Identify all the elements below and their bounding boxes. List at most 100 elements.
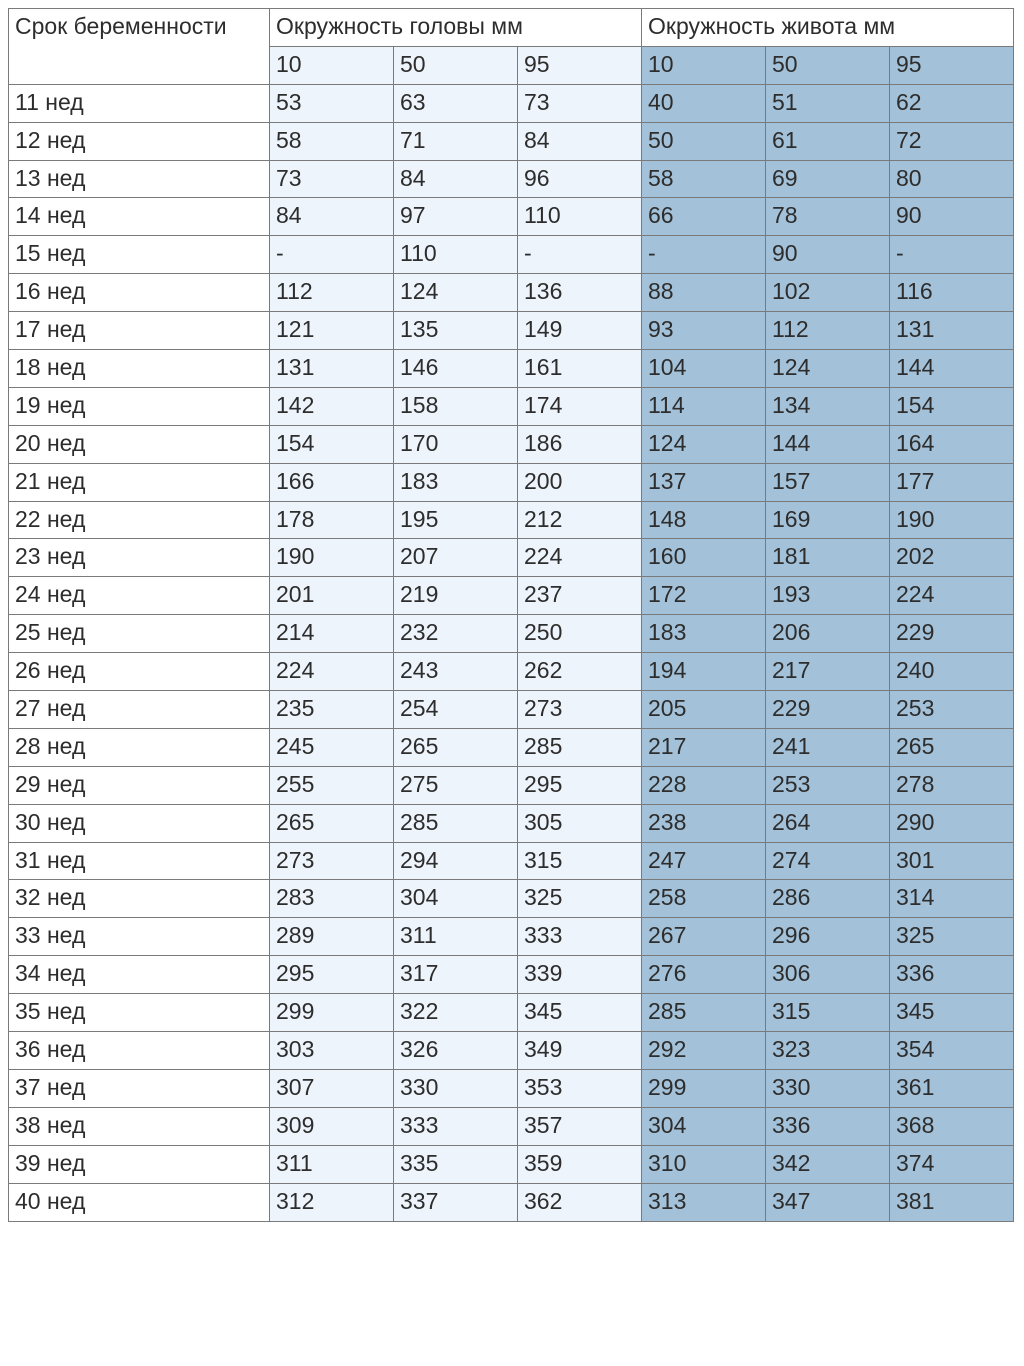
cell-head-p50: 330 (394, 1069, 518, 1107)
cell-head-p95: 339 (518, 956, 642, 994)
cell-abd-p50: 144 (766, 425, 890, 463)
cell-head-p95: 200 (518, 463, 642, 501)
cell-abd-p50: 274 (766, 842, 890, 880)
cell-abd-p50: 229 (766, 691, 890, 729)
cell-abd-p10: 40 (642, 84, 766, 122)
header-head-p10: 10 (270, 46, 394, 84)
table-row: 31 нед273294315247274301 (9, 842, 1014, 880)
cell-abd-p10: 124 (642, 425, 766, 463)
cell-abd-p95: 90 (890, 198, 1014, 236)
cell-head-p50: 326 (394, 1032, 518, 1070)
cell-head-p10: 289 (270, 918, 394, 956)
header-term: Срок беременности (9, 9, 270, 85)
cell-head-p50: 275 (394, 766, 518, 804)
cell-abd-p95: 325 (890, 918, 1014, 956)
cell-abd-p10: 285 (642, 994, 766, 1032)
cell-head-p50: 135 (394, 312, 518, 350)
table-row: 11 нед536373405162 (9, 84, 1014, 122)
cell-abd-p50: 157 (766, 463, 890, 501)
cell-head-p50: 63 (394, 84, 518, 122)
cell-term: 18 нед (9, 350, 270, 388)
cell-head-p95: 333 (518, 918, 642, 956)
cell-head-p50: 219 (394, 577, 518, 615)
cell-abd-p95: 240 (890, 653, 1014, 691)
cell-abd-p95: 80 (890, 160, 1014, 198)
cell-term: 36 нед (9, 1032, 270, 1070)
table-row: 39 нед311335359310342374 (9, 1145, 1014, 1183)
cell-term: 17 нед (9, 312, 270, 350)
cell-head-p10: - (270, 236, 394, 274)
cell-head-p50: 183 (394, 463, 518, 501)
cell-abd-p10: 66 (642, 198, 766, 236)
cell-head-p50: 285 (394, 804, 518, 842)
cell-abd-p10: 114 (642, 387, 766, 425)
cell-abd-p50: 241 (766, 728, 890, 766)
table-row: 12 нед587184506172 (9, 122, 1014, 160)
cell-abd-p50: 253 (766, 766, 890, 804)
cell-term: 23 нед (9, 539, 270, 577)
cell-head-p95: 353 (518, 1069, 642, 1107)
table-row: 37 нед307330353299330361 (9, 1069, 1014, 1107)
cell-head-p95: 136 (518, 274, 642, 312)
cell-abd-p95: 253 (890, 691, 1014, 729)
cell-head-p95: 362 (518, 1183, 642, 1221)
cell-term: 30 нед (9, 804, 270, 842)
cell-abd-p10: 58 (642, 160, 766, 198)
cell-abd-p10: 238 (642, 804, 766, 842)
cell-abd-p95: 131 (890, 312, 1014, 350)
table-row: 27 нед235254273205229253 (9, 691, 1014, 729)
cell-abd-p10: 258 (642, 880, 766, 918)
cell-head-p50: 311 (394, 918, 518, 956)
cell-abd-p50: 61 (766, 122, 890, 160)
cell-head-p95: 349 (518, 1032, 642, 1070)
cell-abd-p95: 290 (890, 804, 1014, 842)
cell-abd-p10: 104 (642, 350, 766, 388)
cell-head-p95: 96 (518, 160, 642, 198)
header-abd-p95: 95 (890, 46, 1014, 84)
cell-abd-p95: 374 (890, 1145, 1014, 1183)
cell-abd-p50: 323 (766, 1032, 890, 1070)
table-row: 13 нед738496586980 (9, 160, 1014, 198)
cell-head-p50: 337 (394, 1183, 518, 1221)
table-row: 33 нед289311333267296325 (9, 918, 1014, 956)
cell-abd-p10: 183 (642, 615, 766, 653)
table-row: 25 нед214232250183206229 (9, 615, 1014, 653)
cell-head-p10: 131 (270, 350, 394, 388)
cell-head-p95: 186 (518, 425, 642, 463)
cell-abd-p10: 88 (642, 274, 766, 312)
cell-head-p10: 265 (270, 804, 394, 842)
cell-head-p50: 335 (394, 1145, 518, 1183)
cell-head-p95: 174 (518, 387, 642, 425)
cell-abd-p50: 124 (766, 350, 890, 388)
cell-head-p50: 207 (394, 539, 518, 577)
cell-head-p10: 73 (270, 160, 394, 198)
header-head-circumference: Окружность головы мм (270, 9, 642, 47)
cell-head-p95: 305 (518, 804, 642, 842)
cell-head-p10: 142 (270, 387, 394, 425)
header-head-p50: 50 (394, 46, 518, 84)
cell-abd-p10: 292 (642, 1032, 766, 1070)
cell-abd-p95: 164 (890, 425, 1014, 463)
cell-head-p10: 121 (270, 312, 394, 350)
cell-head-p50: 333 (394, 1107, 518, 1145)
cell-abd-p50: 193 (766, 577, 890, 615)
cell-head-p50: 243 (394, 653, 518, 691)
table-row: 19 нед142158174114134154 (9, 387, 1014, 425)
cell-abd-p95: 202 (890, 539, 1014, 577)
cell-abd-p50: 169 (766, 501, 890, 539)
cell-abd-p10: 304 (642, 1107, 766, 1145)
cell-head-p50: 84 (394, 160, 518, 198)
cell-abd-p50: 134 (766, 387, 890, 425)
cell-abd-p50: 69 (766, 160, 890, 198)
cell-head-p95: 250 (518, 615, 642, 653)
cell-head-p50: 158 (394, 387, 518, 425)
cell-abd-p50: 181 (766, 539, 890, 577)
cell-term: 35 нед (9, 994, 270, 1032)
cell-head-p95: 357 (518, 1107, 642, 1145)
cell-head-p95: 345 (518, 994, 642, 1032)
table-row: 20 нед154170186124144164 (9, 425, 1014, 463)
cell-term: 26 нед (9, 653, 270, 691)
table-row: 30 нед265285305238264290 (9, 804, 1014, 842)
cell-abd-p50: 112 (766, 312, 890, 350)
cell-head-p10: 245 (270, 728, 394, 766)
